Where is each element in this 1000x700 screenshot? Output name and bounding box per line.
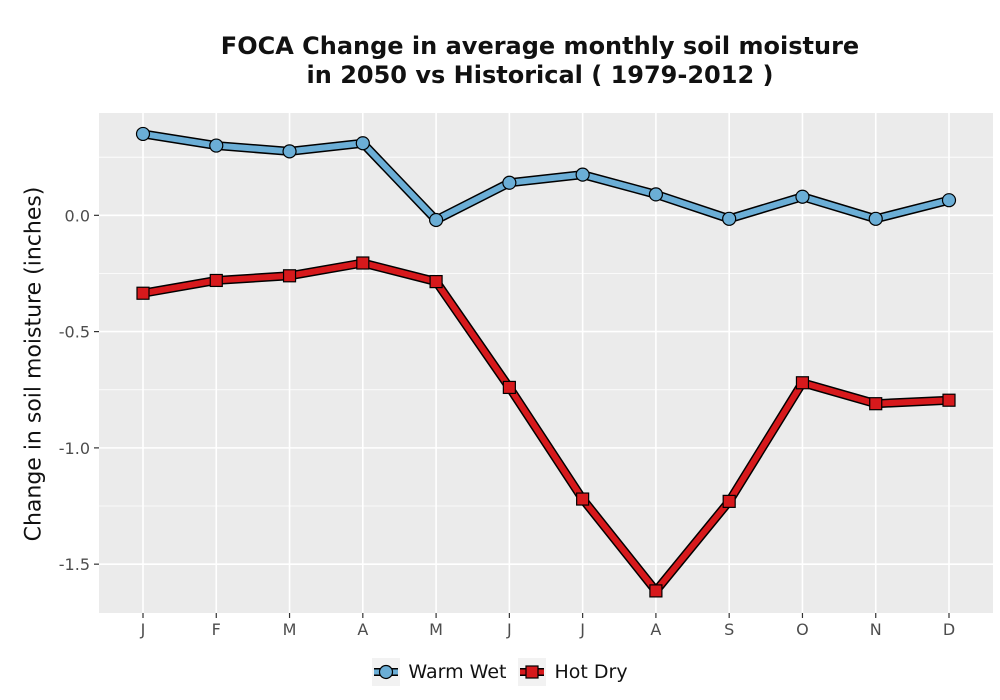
data-point-hot-dry: [429, 275, 443, 289]
plot-panel: [99, 113, 993, 613]
x-tick-label: D: [943, 620, 955, 639]
data-point-hot-dry: [502, 380, 516, 395]
x-tick-label: F: [212, 620, 221, 639]
x-tick-label: J: [506, 620, 512, 639]
legend-item-hot-dry: Hot Dry: [518, 658, 628, 686]
data-point-hot-dry: [722, 494, 736, 508]
x-tick-label: N: [870, 620, 882, 639]
y-tick-label: -1.0: [59, 439, 90, 458]
legend-key-marker: [379, 664, 394, 680]
data-point-warm-wet: [428, 212, 444, 228]
data-point-hot-dry: [942, 393, 956, 407]
legend-key-hot-dry: [518, 658, 547, 686]
data-point-warm-wet: [575, 167, 590, 182]
legend-key-warm-wet: [372, 658, 401, 686]
legend-label-warm-wet: Warm Wet: [408, 661, 507, 683]
data-point-warm-wet: [502, 175, 517, 190]
x-tick-label: S: [724, 620, 734, 639]
data-point-hot-dry: [649, 584, 663, 598]
data-point-hot-dry: [356, 256, 370, 270]
x-tick-label: A: [357, 620, 368, 639]
legend-label-hot-dry: Hot Dry: [554, 661, 628, 683]
x-tick-label: A: [650, 620, 661, 639]
legend-item-warm-wet: Warm Wet: [372, 658, 506, 686]
x-tick-label: O: [796, 620, 809, 639]
chart-title-line-1: FOCA Change in average monthly soil mois…: [220, 32, 860, 60]
data-point-warm-wet: [648, 187, 664, 202]
y-tick-label: 0.0: [65, 206, 90, 225]
series-line-hot-dry: [140, 260, 952, 594]
legend-key-marker: [525, 665, 540, 679]
chart-title-line-2: in 2050 vs Historical ( 1979-2012 ): [306, 61, 774, 89]
data-point-warm-wet: [795, 189, 810, 204]
data-point-hot-dry: [795, 376, 810, 390]
data-point-warm-wet: [868, 211, 883, 226]
data-point-warm-wet: [209, 138, 224, 153]
x-tick-label: J: [579, 620, 585, 639]
data-point-warm-wet: [355, 136, 370, 151]
data-point-warm-wet: [941, 193, 957, 208]
x-tick-label: M: [429, 620, 443, 639]
series-line-warm-wet: [140, 130, 952, 223]
data-point-warm-wet: [282, 144, 297, 159]
y-tick-label: -1.5: [59, 555, 90, 574]
data-point-hot-dry: [576, 492, 590, 506]
data-point-warm-wet: [722, 211, 737, 226]
data-point-hot-dry: [209, 273, 223, 288]
x-tick-label: J: [140, 620, 146, 639]
legend: Warm Wet Hot Dry: [0, 658, 1000, 686]
data-point-warm-wet: [135, 126, 151, 142]
data-point-hot-dry: [282, 269, 297, 283]
x-tick-label: M: [283, 620, 297, 639]
data-point-hot-dry: [136, 286, 150, 300]
y-tick-label: -0.5: [59, 323, 90, 342]
data-point-hot-dry: [869, 397, 883, 411]
